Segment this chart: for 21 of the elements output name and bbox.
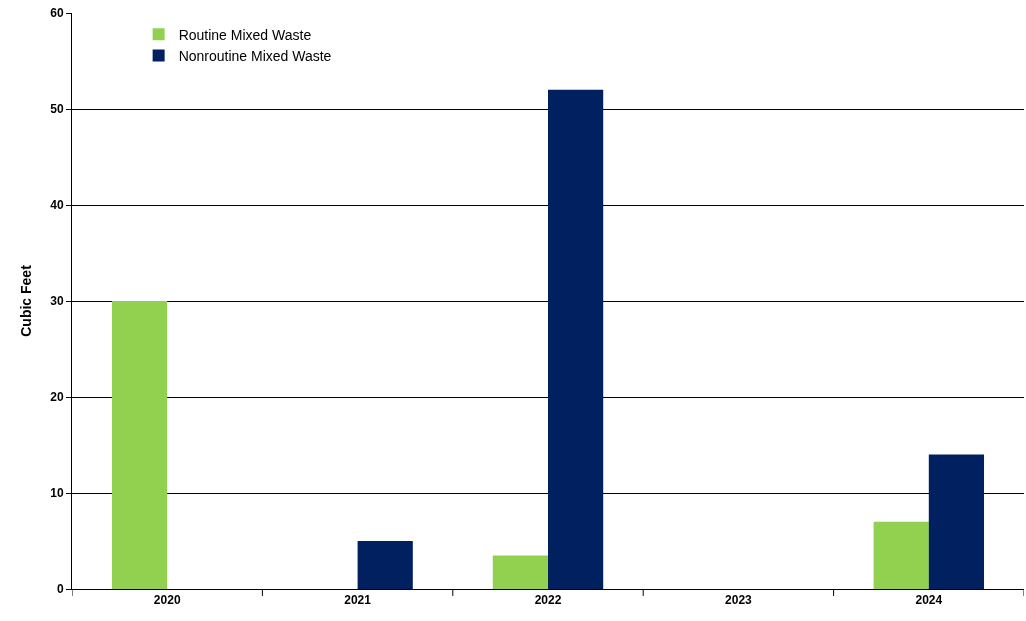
bar xyxy=(111,301,168,589)
x-tick-label: 2020 xyxy=(153,593,181,608)
legend-label: Routine Mixed Waste xyxy=(178,26,312,43)
y-tick-label: 0 xyxy=(56,582,64,597)
y-tick-label: 60 xyxy=(50,6,64,21)
legend-label: Nonroutine Mixed Waste xyxy=(178,48,332,65)
bar xyxy=(492,555,548,589)
y-tick-label: 10 xyxy=(50,486,64,501)
bar xyxy=(357,541,413,589)
y-tick-label: 40 xyxy=(50,198,64,213)
x-tick-label: 2022 xyxy=(534,593,562,608)
y-tick-label: 50 xyxy=(50,102,64,117)
x-tick-label: 2024 xyxy=(915,593,943,608)
x-tick-label: 2023 xyxy=(725,593,753,608)
y-axis-title: Cubic Feet xyxy=(17,264,34,337)
y-tick-label: 30 xyxy=(50,294,64,309)
y-tick-label: 20 xyxy=(50,390,64,405)
bar xyxy=(548,89,604,589)
bar xyxy=(928,454,985,589)
bar xyxy=(873,521,929,589)
x-tick-label: 2021 xyxy=(344,593,372,608)
